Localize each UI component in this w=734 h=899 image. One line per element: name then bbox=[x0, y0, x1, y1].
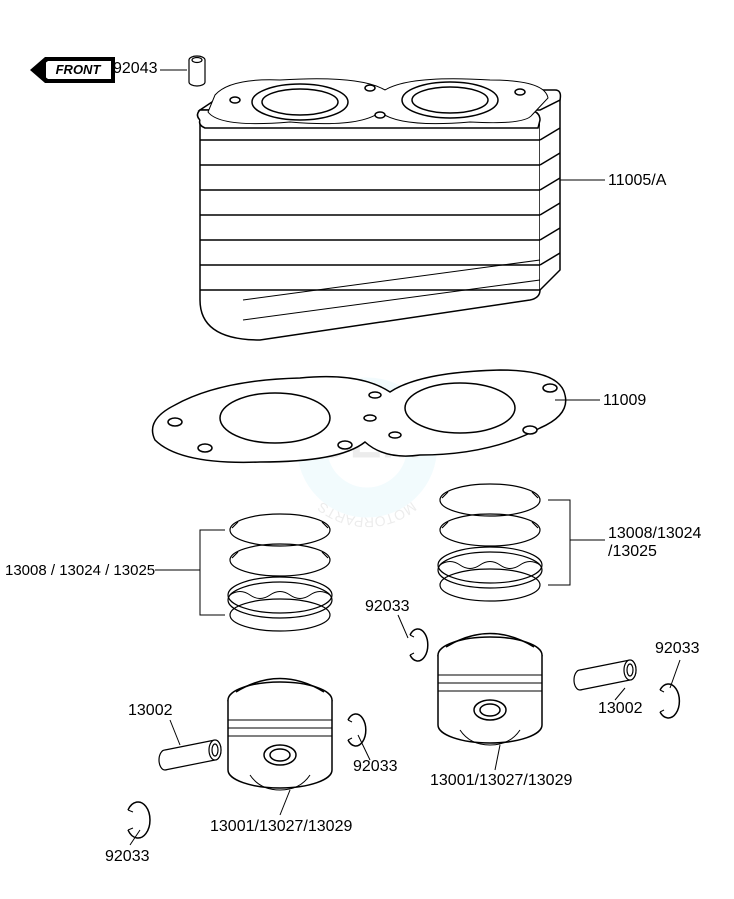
piston-pin-left bbox=[159, 740, 221, 770]
circlip-right-inner bbox=[410, 629, 428, 661]
dowel-pin bbox=[189, 56, 205, 86]
label-13002-left: 13002 bbox=[128, 702, 173, 720]
label-92033-right: 92033 bbox=[655, 640, 700, 658]
label-11009: 11009 bbox=[603, 392, 646, 410]
label-piston-left: 13001/13027/13029 bbox=[210, 818, 352, 836]
label-11005: 11005/A bbox=[608, 172, 666, 190]
label-piston-right: 13001/13027/13029 bbox=[430, 772, 572, 790]
piston-rings-left bbox=[228, 514, 332, 631]
label-92033-right-inner: 92033 bbox=[365, 598, 410, 616]
label-92033-left-upper: 92033 bbox=[353, 758, 398, 776]
circlip-right-outer bbox=[660, 684, 679, 718]
piston-pin-right bbox=[574, 660, 636, 690]
circlip-left-outer bbox=[128, 802, 150, 838]
label-rings-left: 13008 / 13024 / 13025 bbox=[5, 562, 155, 579]
label-92033-bottom: 92033 bbox=[105, 848, 150, 866]
label-92043: 92043 bbox=[113, 60, 158, 78]
label-13002-right: 13002 bbox=[598, 700, 643, 718]
label-rings-right-2: /13025 bbox=[608, 543, 657, 561]
label-rings-right-1: 13008/13024 bbox=[608, 525, 701, 543]
cylinder-block bbox=[198, 79, 561, 340]
piston-right bbox=[438, 634, 542, 746]
piston-rings-right bbox=[438, 484, 542, 601]
circlip-left-inner bbox=[348, 714, 366, 746]
piston-left bbox=[228, 679, 332, 791]
base-gasket bbox=[153, 370, 566, 462]
